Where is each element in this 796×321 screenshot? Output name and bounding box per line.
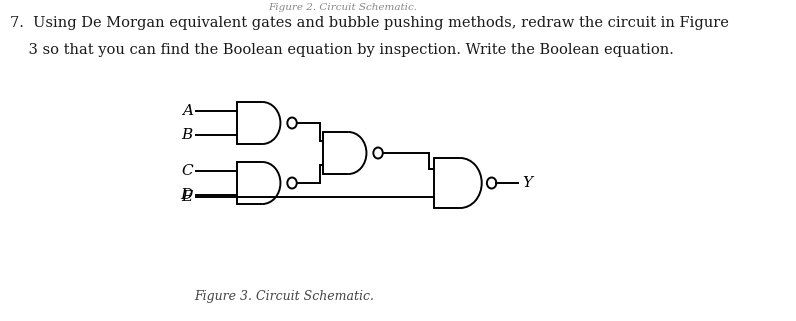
Text: 3 so that you can find the Boolean equation by inspection. Write the Boolean equ: 3 so that you can find the Boolean equat…	[10, 43, 674, 57]
Text: 7.  Using De Morgan equivalent gates and bubble pushing methods, redraw the circ: 7. Using De Morgan equivalent gates and …	[10, 16, 729, 30]
Text: E: E	[181, 190, 193, 204]
Text: Figure 2. Circuit Schematic.: Figure 2. Circuit Schematic.	[268, 3, 417, 12]
Text: A: A	[181, 104, 193, 118]
Text: B: B	[181, 128, 193, 142]
Text: C: C	[181, 164, 193, 178]
Text: Y: Y	[522, 176, 533, 190]
Text: D: D	[181, 188, 193, 202]
Text: Figure 3. Circuit Schematic.: Figure 3. Circuit Schematic.	[194, 290, 374, 303]
